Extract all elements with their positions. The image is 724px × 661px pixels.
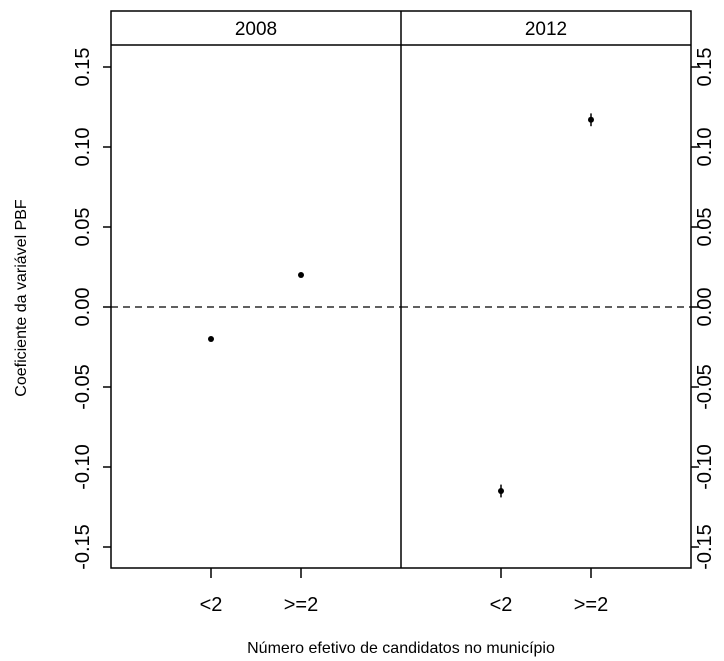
y-tick-label-left: 0.10 (72, 128, 94, 167)
y-axis-title: Coeficiente da variável PBF (13, 199, 30, 397)
y-tick-label-right: 0.05 (694, 208, 716, 247)
y-tick-label-left: -0.15 (72, 524, 94, 570)
y-tick-label-left: 0.00 (72, 288, 94, 327)
data-point (208, 336, 214, 342)
x-axis-title: Número efetivo de candidatos no municípi… (247, 640, 555, 657)
data-point (588, 116, 594, 123)
y-tick-label-left: 0.15 (72, 48, 94, 87)
data-point (498, 488, 504, 494)
y-tick-label-left: -0.05 (72, 364, 94, 410)
y-axis-right: -0.15 -0.10 -0.05 0.00 0.05 0.10 0.15 (691, 48, 716, 570)
x-axis: <2 >=2 <2 >=2 (200, 568, 608, 616)
x-tick-label: <2 (200, 594, 223, 616)
strip-label-2012: 2012 (525, 19, 567, 40)
data-point (298, 272, 304, 278)
y-tick-label-left: -0.10 (72, 444, 94, 490)
y-axis-left: -0.15 -0.10 -0.05 0.00 0.05 0.10 0.15 (72, 48, 111, 570)
x-tick-label: >=2 (284, 594, 318, 616)
y-tick-label-right: 0.10 (694, 128, 716, 167)
data-points (208, 113, 594, 498)
x-tick-label: >=2 (574, 594, 608, 616)
y-tick-label-right: 0.00 (694, 288, 716, 327)
y-tick-label-right: 0.15 (694, 48, 716, 87)
y-tick-label-right: -0.05 (694, 364, 716, 410)
strip-label-2008: 2008 (235, 19, 277, 40)
y-tick-label-right: -0.15 (694, 524, 716, 570)
x-tick-label: <2 (490, 594, 513, 616)
y-tick-label-left: 0.05 (72, 208, 94, 247)
y-tick-label-right: -0.10 (694, 444, 716, 490)
